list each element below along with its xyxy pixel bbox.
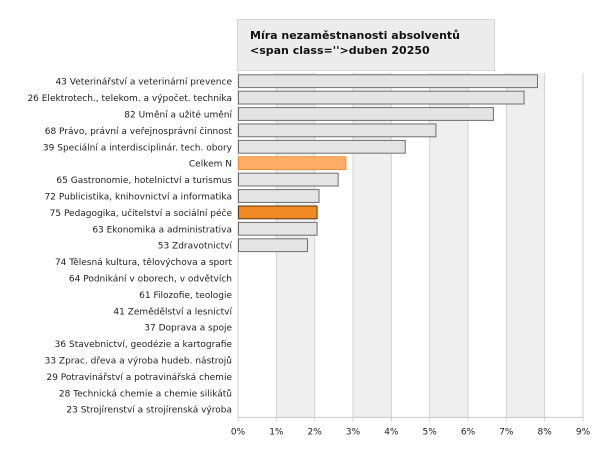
bar bbox=[238, 156, 347, 171]
category-label: 64 Podnikání v oborech, v odvětvích bbox=[69, 275, 232, 285]
x-tick-label: 3% bbox=[346, 427, 361, 437]
category-label: 36 Stavebnictví, geodézie a kartografie bbox=[55, 339, 233, 350]
bar bbox=[238, 139, 406, 154]
category-label: Celkem N bbox=[189, 160, 232, 170]
bar bbox=[238, 90, 525, 105]
bar bbox=[238, 107, 494, 121]
category-label: 41 Zemědělství a lesnictví bbox=[113, 307, 232, 317]
x-tick-label: 9% bbox=[576, 427, 591, 437]
category-label: 28 Technická chemie a chemie silikátů bbox=[59, 388, 232, 399]
category-label: 39 Speciální a interdisciplinár. tech. o… bbox=[43, 143, 233, 153]
category-label: 68 Právo, právní a veřejnosprávní činnos… bbox=[45, 126, 233, 137]
x-tick-label: 7% bbox=[499, 427, 514, 437]
category-label: 53 Zdravotnictví bbox=[158, 242, 233, 252]
background-band bbox=[468, 73, 507, 418]
bar bbox=[238, 221, 318, 236]
bar bbox=[238, 74, 538, 89]
chart-title: Míra nezaměstnanosti absolventů <span cl… bbox=[237, 19, 495, 71]
bar bbox=[238, 172, 339, 187]
category-labels: 43 Veterinářství a veterinární prevence 2… bbox=[27, 78, 232, 416]
x-tick-label: 2% bbox=[308, 427, 323, 437]
bar bbox=[238, 205, 318, 220]
x-tick-label: 1% bbox=[269, 427, 284, 437]
background-band bbox=[506, 73, 545, 418]
category-label: 29 Potravinářství a potravinářská chemie bbox=[46, 373, 232, 383]
category-label: 72 Publicistika, knihovnictví a informat… bbox=[45, 193, 232, 203]
x-tick-label: 5% bbox=[423, 427, 438, 437]
x-tick-label: 6% bbox=[461, 427, 476, 437]
category-label: 82 Umění a užité umění bbox=[124, 110, 232, 121]
x-tick-label: 0% bbox=[231, 427, 246, 437]
category-label: 23 Strojírenství a strojírenská výroba bbox=[66, 406, 232, 416]
bar bbox=[238, 123, 437, 138]
category-label: 37 Doprava a spoje bbox=[144, 324, 232, 334]
category-label: 43 Veterinářství a veterinární prevence bbox=[55, 78, 232, 88]
category-label: 63 Ekonomika a administrativa bbox=[92, 225, 232, 235]
bars-group bbox=[238, 74, 538, 253]
category-label: 26 Elektrotech., telekom. a výpočet. tec… bbox=[27, 93, 232, 104]
x-tick-label: 4% bbox=[384, 427, 399, 437]
category-label: 74 Tělesná kultura, tělovýchova a sport bbox=[55, 258, 233, 268]
category-label: 33 Zprac. dřeva a výroba hudeb. nástrojů bbox=[45, 356, 232, 367]
category-label: 65 Gastronomie, hotelnictví a turismus bbox=[56, 176, 232, 186]
background-band bbox=[544, 73, 583, 418]
bar bbox=[238, 189, 320, 203]
category-label: 75 Pedagogika, učitelství a sociální péč… bbox=[50, 208, 233, 219]
x-tick-label: 8% bbox=[538, 427, 553, 437]
category-label: 61 Filozofie, teologie bbox=[139, 291, 232, 301]
x-axis-ticks: 0% 1% 2% 3% 4% 5% 6% 7% 8% 9% bbox=[231, 427, 591, 437]
bar bbox=[238, 238, 308, 253]
